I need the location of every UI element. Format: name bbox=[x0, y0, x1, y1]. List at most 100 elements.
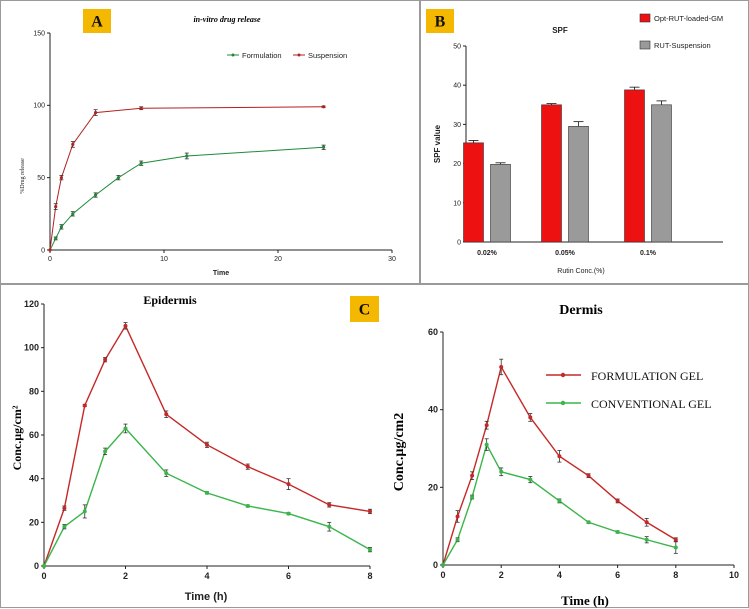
chart-c2-series-1-point bbox=[484, 442, 489, 447]
chart-c1-series-1-point bbox=[164, 471, 169, 476]
chart-c1-y-tick-label: 40 bbox=[29, 474, 39, 484]
chart-c2-x-tick-label: 4 bbox=[557, 570, 562, 580]
chart-c1-y-tick-label: 100 bbox=[24, 343, 39, 353]
chart-c1-series-0-point bbox=[62, 506, 67, 511]
chart-a-series-1-point bbox=[322, 105, 326, 109]
chart-b-x-tick-label: 0.02% bbox=[477, 250, 498, 257]
chart-c1-y-tick-label: 80 bbox=[29, 386, 39, 396]
chart-a-series-0-point bbox=[139, 161, 143, 165]
chart-c1-x-tick-label: 2 bbox=[123, 571, 128, 581]
chart-b-legend-swatch-0 bbox=[639, 13, 651, 23]
chart-b-bar-0-0 bbox=[463, 142, 484, 243]
chart-c2-series-0-point bbox=[615, 498, 620, 503]
chart-a-legend-marker-1 bbox=[297, 53, 301, 57]
chart-c2-series-1-point bbox=[499, 469, 504, 474]
chart-c2-legend-marker-0 bbox=[560, 372, 566, 378]
chart-c1-series-0-point bbox=[164, 412, 169, 417]
panel-c-badge-bg bbox=[350, 296, 379, 322]
chart-c2-legend-label-1: CONVENTIONAL GEL bbox=[591, 397, 712, 411]
chart-c1-series-1-point bbox=[103, 449, 108, 454]
chart-c1-y-tick-label: 0 bbox=[34, 561, 39, 571]
chart-b-bar-1-1 bbox=[568, 126, 589, 243]
chart-c1-y-tick-label: 60 bbox=[29, 430, 39, 440]
chart-c2-series-1-point bbox=[455, 537, 460, 542]
chart-c1-series-1-point bbox=[286, 511, 291, 516]
chart-a-x-label: Time bbox=[213, 270, 229, 277]
chart-c2-series-0-point bbox=[455, 514, 460, 519]
chart-c1-y-tick-label: 120 bbox=[24, 299, 39, 309]
chart-a-series-1-line bbox=[49, 106, 324, 251]
chart-a-series-0-point bbox=[116, 176, 120, 180]
chart-c1-x-tick-label: 6 bbox=[286, 571, 291, 581]
chart-b-legend-label-0: Opt-RUT-loaded-GM bbox=[654, 14, 723, 23]
chart-c1-series-0-point bbox=[123, 323, 128, 328]
chart-c1-series-1-line bbox=[43, 427, 371, 567]
chart-a-legend-marker-0 bbox=[231, 53, 235, 57]
chart-c2-series-1-point bbox=[528, 477, 533, 482]
chart-c2-series-0-point bbox=[528, 415, 533, 420]
chart-b-y-tick-label: 40 bbox=[453, 83, 461, 90]
chart-b-bar-0-1 bbox=[541, 104, 562, 243]
chart-b-y-label: SPF value bbox=[433, 124, 442, 163]
chart-c2-y-tick-label: 0 bbox=[433, 560, 438, 570]
chart-c2-y-tick-label: 40 bbox=[428, 405, 438, 415]
chart-c1-series-1-point bbox=[327, 524, 332, 529]
chart-c1-series-0-point bbox=[368, 509, 372, 514]
chart-a-x-tick-label: 0 bbox=[48, 256, 52, 263]
chart-c2-legend-marker-1 bbox=[560, 400, 566, 406]
panel-b-spf: B SPF 0 10 20 30 40 50 0.02% 0.05% 0.1% Rutin Conc.… bbox=[420, 0, 749, 284]
chart-a-y-tick-label: 100 bbox=[33, 103, 45, 110]
chart-a-series-1-point bbox=[94, 110, 98, 115]
chart-c1-x-tick-label: 0 bbox=[41, 571, 46, 581]
chart-c2-x-tick-label: 2 bbox=[499, 570, 504, 580]
chart-c1-series-1-point bbox=[123, 426, 128, 431]
chart-a-y-label: %Drug release bbox=[20, 158, 26, 194]
chart-b-bar-1-0 bbox=[490, 164, 511, 243]
chart-b-x-tick-label: 0.05% bbox=[555, 250, 576, 257]
chart-a-x-tick-label: 10 bbox=[160, 256, 168, 263]
chart-c2-series-0-point bbox=[499, 364, 504, 369]
chart-b-x-label: Rutin Conc.(%) bbox=[557, 268, 604, 275]
chart-c1-series-1-point bbox=[42, 564, 46, 568]
chart-c1-x-label: Time (h) bbox=[185, 591, 228, 603]
chart-b-y-tick-label: 20 bbox=[453, 161, 461, 168]
chart-a-y-tick-label: 50 bbox=[37, 175, 45, 182]
chart-a-y-tick-label: 0 bbox=[41, 247, 45, 254]
chart-c1-x-tick-label: 4 bbox=[204, 571, 209, 581]
chart-b-title: SPF bbox=[552, 26, 568, 35]
chart-b-y-tick-label: 0 bbox=[457, 240, 461, 247]
chart-a-series-0-point bbox=[71, 212, 75, 216]
chart-b-y-tick-label: 30 bbox=[453, 122, 461, 129]
chart-c2-series-1-line bbox=[442, 442, 676, 566]
chart-c2-series-1-point bbox=[644, 537, 649, 542]
chart-a-series-0-point bbox=[322, 145, 326, 149]
chart-c1-title: Epidermis bbox=[143, 293, 197, 307]
chart-a-series-1-point bbox=[48, 248, 52, 252]
chart-c1-series-0-point bbox=[205, 442, 209, 447]
chart-c2-series-1-point bbox=[673, 545, 678, 550]
chart-a-series-0-point bbox=[185, 154, 189, 158]
chart-c2-series-1-point bbox=[615, 529, 620, 534]
chart-c2-series-1-point bbox=[557, 498, 562, 503]
chart-b-bar-1-2 bbox=[651, 104, 672, 243]
chart-c1-series-0-point bbox=[245, 464, 250, 469]
chart-c2-x-tick-label: 6 bbox=[615, 570, 620, 580]
chart-c2-y-tick-label: 20 bbox=[428, 482, 438, 492]
chart-c2-x-tick-label: 0 bbox=[440, 570, 445, 580]
chart-a-series-1-point bbox=[139, 106, 143, 110]
chart-b-x-tick-label: 0.1% bbox=[640, 250, 657, 257]
chart-a-series-1-point bbox=[59, 176, 64, 180]
chart-a-legend-label-1: Suspension bbox=[308, 51, 347, 60]
chart-a-legend-label-0: Formulation bbox=[242, 51, 282, 60]
chart-c1-series-0-point bbox=[286, 482, 291, 487]
chart-c2-series-0-point bbox=[470, 473, 475, 478]
chart-c1-series-1-point bbox=[205, 490, 209, 495]
panel-a-badge-bg bbox=[83, 9, 111, 33]
panel-b-badge: B bbox=[435, 14, 446, 31]
chart-c1-series-0-point bbox=[82, 403, 87, 408]
chart-c2-series-1-point bbox=[586, 520, 591, 525]
chart-c1-series-1-point bbox=[82, 509, 87, 514]
